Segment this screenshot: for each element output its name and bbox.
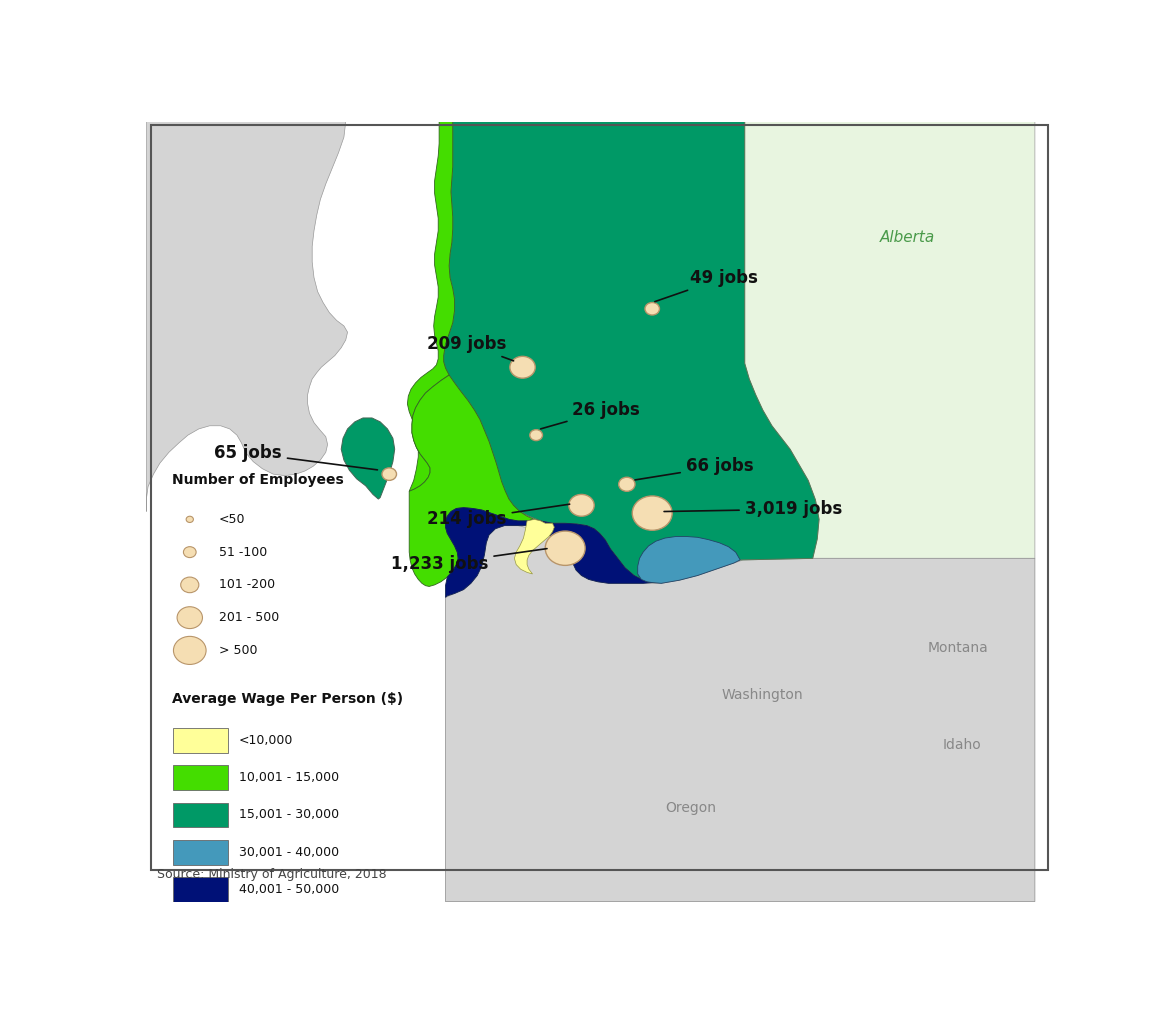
Text: 201 - 500: 201 - 500	[219, 611, 278, 624]
Polygon shape	[446, 526, 1034, 902]
Bar	[173, 765, 228, 790]
Circle shape	[177, 607, 202, 628]
Polygon shape	[638, 537, 741, 583]
Circle shape	[645, 303, 660, 315]
Polygon shape	[407, 122, 454, 491]
Text: Montana: Montana	[928, 641, 989, 655]
Text: 214 jobs: 214 jobs	[427, 504, 570, 529]
Polygon shape	[342, 418, 394, 499]
Bar	[173, 840, 228, 865]
Text: 66 jobs: 66 jobs	[635, 457, 753, 480]
Text: 15,001 - 30,000: 15,001 - 30,000	[239, 808, 339, 822]
Text: 26 jobs: 26 jobs	[541, 401, 640, 428]
Text: Number of Employees: Number of Employees	[172, 473, 343, 487]
Text: Alberta: Alberta	[880, 231, 936, 245]
Circle shape	[180, 577, 199, 593]
Text: <10,000: <10,000	[239, 733, 294, 747]
Text: 10,001 - 15,000: 10,001 - 15,000	[239, 771, 339, 784]
Polygon shape	[410, 375, 535, 587]
Circle shape	[619, 477, 635, 491]
Text: Idaho: Idaho	[943, 738, 982, 753]
Circle shape	[173, 636, 206, 665]
Bar	[173, 727, 228, 753]
Text: 30,001 - 40,000: 30,001 - 40,000	[239, 846, 339, 859]
Polygon shape	[515, 520, 555, 574]
Text: <50: <50	[219, 513, 246, 526]
Text: Average Wage Per Person ($): Average Wage Per Person ($)	[172, 692, 402, 706]
Text: Source: Ministry of Agriculture, 2018: Source: Ministry of Agriculture, 2018	[157, 868, 387, 881]
Bar	[173, 802, 228, 828]
Text: 51 -100: 51 -100	[219, 546, 267, 558]
Circle shape	[186, 517, 193, 523]
Circle shape	[381, 468, 397, 480]
Text: 1,233 jobs: 1,233 jobs	[391, 549, 548, 572]
Circle shape	[569, 494, 594, 517]
Circle shape	[530, 430, 543, 441]
Text: 209 jobs: 209 jobs	[427, 335, 514, 361]
Circle shape	[510, 357, 535, 378]
Polygon shape	[443, 122, 819, 582]
Circle shape	[184, 547, 197, 557]
Text: > 500: > 500	[219, 644, 257, 656]
Text: 3,019 jobs: 3,019 jobs	[665, 500, 842, 519]
Text: 40,001 - 50,000: 40,001 - 50,000	[239, 883, 339, 897]
Polygon shape	[446, 508, 652, 598]
Text: 101 -200: 101 -200	[219, 578, 275, 592]
Text: Oregon: Oregon	[665, 801, 716, 814]
Text: 49 jobs: 49 jobs	[655, 268, 758, 302]
Bar	[173, 877, 228, 903]
Circle shape	[632, 496, 672, 530]
Text: Washington: Washington	[722, 688, 804, 702]
Circle shape	[545, 531, 585, 565]
Polygon shape	[146, 122, 347, 512]
Polygon shape	[745, 122, 1034, 558]
Text: 65 jobs: 65 jobs	[214, 444, 378, 470]
